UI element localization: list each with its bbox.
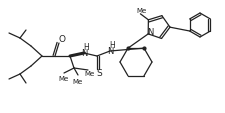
Text: Me: Me [59,75,69,81]
Text: O: O [58,35,65,44]
Text: N: N [146,28,153,37]
Text: Me: Me [85,70,95,76]
Text: Me: Me [136,8,146,14]
Text: H: H [109,41,114,50]
Text: N: N [81,48,87,57]
Text: Me: Me [72,78,83,84]
Text: S: S [96,69,101,78]
Text: N: N [106,46,113,55]
Text: H: H [83,43,88,52]
